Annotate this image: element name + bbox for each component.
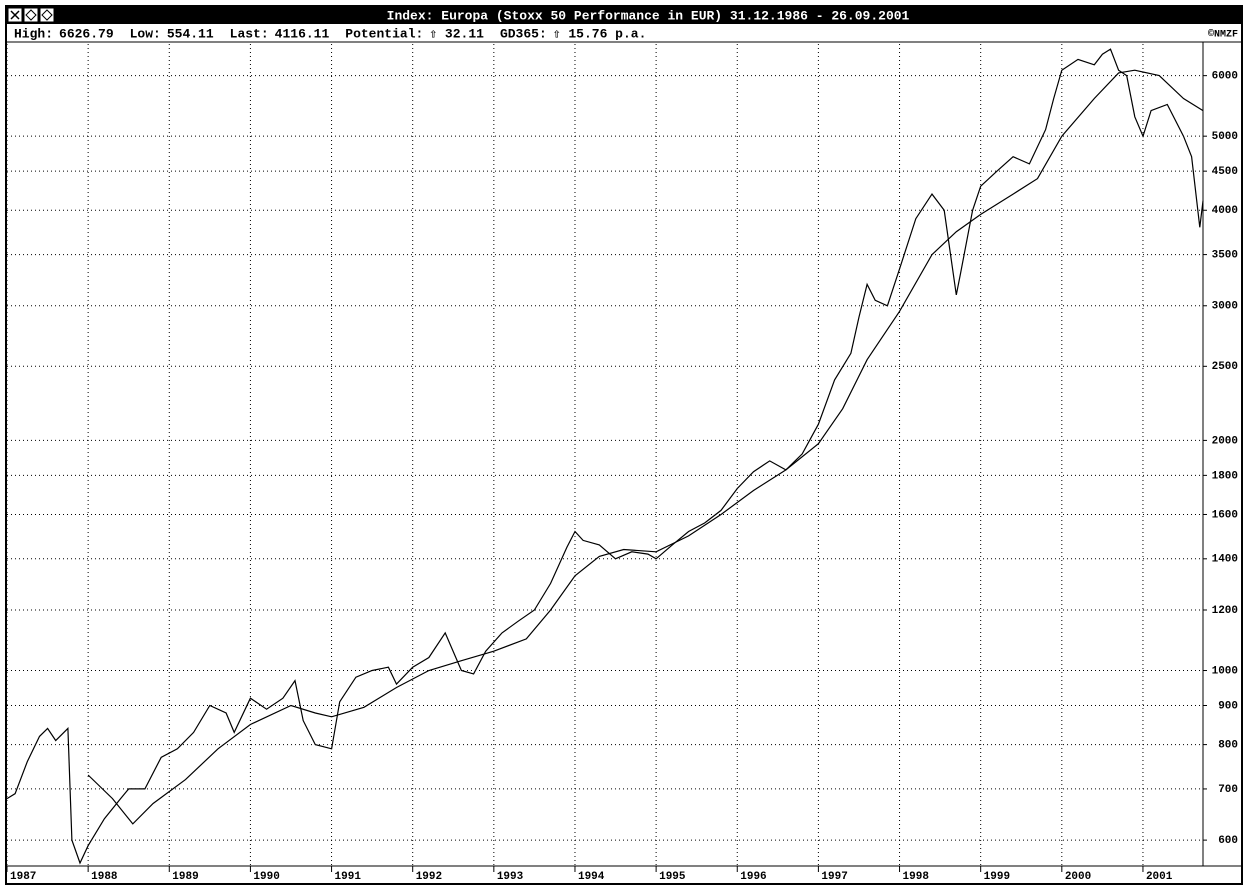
y-tick-label: 1400 [1212, 554, 1238, 566]
shrink-button[interactable] [23, 7, 39, 23]
x-tick-label: 1995 [659, 871, 686, 883]
y-tick-label: 600 [1218, 835, 1238, 847]
stat-label: Last: [230, 26, 269, 41]
x-tick-label: 1989 [172, 871, 198, 883]
y-tick-label: 1200 [1212, 605, 1238, 617]
x-tick-label: 1996 [740, 871, 766, 883]
x-tick-label: 1988 [91, 871, 118, 883]
stat-label: Low: [130, 26, 161, 41]
plot: 600 700 800 900 1000 1200 1400 1600 1800 2000 2500… [6, 44, 1238, 883]
grow-button[interactable] [39, 7, 55, 23]
shrink-icon [25, 9, 37, 21]
y-tick-label: 2500 [1212, 361, 1238, 373]
copyright: ©NMZF [1208, 29, 1238, 41]
stat-value: ⇧ 15.76 p.a. [553, 26, 647, 41]
x-tick-label: 1990 [253, 871, 279, 883]
title-bar [6, 6, 1242, 24]
x-tick-label: 1992 [416, 871, 442, 883]
y-tick-label: 3000 [1212, 301, 1238, 313]
y-tick-label: 5000 [1212, 131, 1238, 143]
x-tick-label: 1997 [821, 871, 847, 883]
stats-row: High: 6626.79 Low: 554.11 Last: 4116.11 Potent… [14, 26, 646, 41]
series-line [87, 69, 1204, 825]
y-tick-label: 900 [1218, 700, 1238, 712]
stat-label: Potential: [345, 26, 423, 41]
stat-label: High: [14, 26, 53, 41]
stat-value: 554.11 [167, 26, 214, 41]
y-tick-label: 4000 [1212, 205, 1238, 217]
grow-icon [41, 9, 53, 21]
y-tick-label: 700 [1218, 784, 1238, 796]
x-tick-label: 1987 [10, 871, 36, 883]
y-tick-label: 800 [1218, 740, 1238, 752]
x-tick-label: 1999 [984, 871, 1010, 883]
y-tick-label: 2000 [1212, 435, 1238, 447]
close-icon [10, 10, 20, 20]
stat-value: ⇧ 32.11 [429, 26, 484, 41]
y-tick-label: 3500 [1212, 250, 1238, 262]
x-tick-label: 1991 [335, 871, 362, 883]
x-tick-label: 2001 [1146, 871, 1173, 883]
x-tick-label: 1993 [497, 871, 524, 883]
x-tick-label: 1994 [578, 871, 605, 883]
window-buttons[interactable] [7, 7, 55, 23]
y-tick-label: 6000 [1212, 71, 1238, 83]
y-tick-label: 1800 [1212, 470, 1238, 482]
series-line [6, 48, 1204, 865]
x-tick-label: 2000 [1065, 871, 1091, 883]
y-tick-label: 1000 [1212, 665, 1238, 677]
stat-label: GD365: [500, 26, 547, 41]
window-title: Index: Europa (Stoxx 50 Performance in E… [387, 8, 910, 23]
stat-value: 6626.79 [59, 26, 114, 41]
y-tick-label: 4500 [1212, 166, 1238, 178]
stat-value: 4116.11 [275, 26, 330, 41]
y-tick-label: 1600 [1212, 509, 1238, 521]
x-tick-label: 1998 [903, 871, 930, 883]
